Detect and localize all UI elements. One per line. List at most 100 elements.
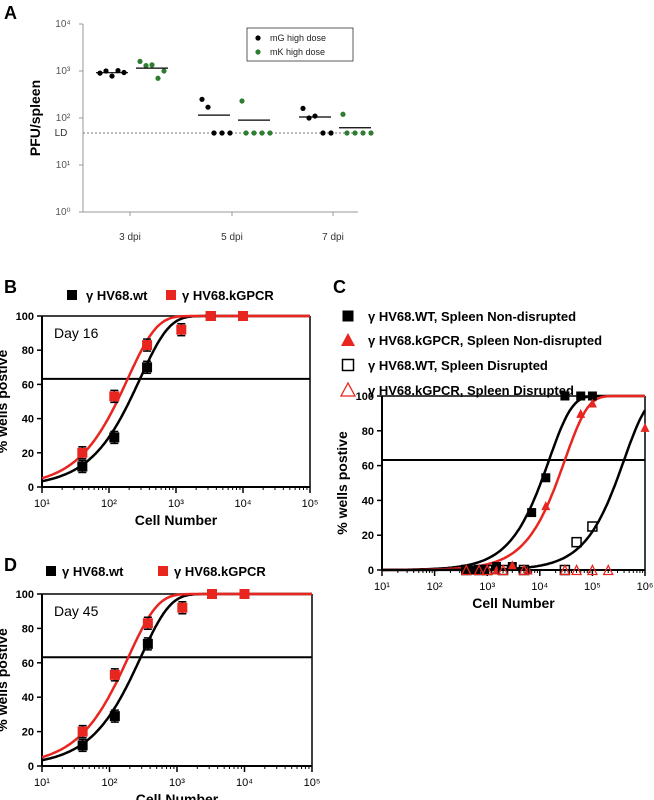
- y-tick-label: 80: [22, 623, 34, 635]
- data-point: [587, 521, 598, 532]
- data-point: [77, 447, 88, 458]
- panel-a-point: [109, 73, 115, 79]
- x-tick-label: 10⁵: [584, 581, 601, 593]
- legend-marker: [67, 290, 77, 300]
- panel-a-legend-marker: [255, 49, 261, 55]
- y-tick-label: 100: [16, 589, 34, 601]
- x-tick-label: 10⁵: [304, 777, 321, 789]
- y-tick-label: 0: [28, 761, 34, 773]
- legend-marker: [342, 310, 354, 322]
- panel-a-point: [352, 130, 358, 136]
- panel-a-y-tick-label: 10¹: [56, 160, 71, 171]
- panel-a-point: [219, 130, 225, 136]
- data-point: [527, 508, 537, 518]
- data-point: [239, 589, 250, 599]
- x-tick-label: 10⁴: [531, 581, 548, 593]
- panel-a-x-tick-label: 3 dpi: [119, 232, 141, 243]
- data-point: [109, 432, 120, 443]
- y-tick-label: 20: [22, 448, 34, 460]
- panel-a-point: [199, 96, 205, 102]
- panel-d: [37, 589, 313, 772]
- x-tick-label: 10¹: [34, 777, 50, 789]
- data-point: [559, 564, 571, 576]
- x-tick-label: 10⁴: [235, 498, 252, 510]
- x-tick-label: 10¹: [374, 581, 390, 593]
- data-point: [640, 422, 650, 432]
- legend-marker: [46, 566, 56, 576]
- x-axis-label: Cell Number: [136, 791, 219, 800]
- panel-a-legend-marker: [255, 35, 261, 41]
- panel-annotation: Day 16: [54, 325, 99, 341]
- x-tick-label: 10²: [102, 777, 118, 789]
- data-point: [142, 618, 153, 629]
- data-point: [541, 473, 551, 483]
- panel-a-point: [137, 58, 143, 65]
- data-point: [507, 560, 517, 570]
- panel-a-point: [155, 75, 161, 81]
- panel-a-point: [239, 98, 245, 104]
- x-axis-label: Cell Number: [135, 512, 218, 528]
- y-tick-label: 60: [362, 461, 374, 473]
- panel-a-point: [328, 130, 334, 136]
- y-tick-label: 80: [362, 426, 374, 438]
- data-point: [77, 740, 88, 751]
- panel-annotation: Day 45: [54, 603, 99, 619]
- panel-a-point: [205, 104, 211, 110]
- data-point: [77, 461, 88, 472]
- panel-a-point: [251, 130, 257, 136]
- panel-a-y-tick-label: 10²: [56, 113, 71, 124]
- data-point: [518, 564, 530, 576]
- panel-a-legend-label: mK high dose: [270, 47, 325, 57]
- x-tick-label: 10³: [169, 777, 185, 789]
- y-tick-label: 40: [362, 495, 374, 507]
- panel-b-label: B: [4, 277, 17, 297]
- data-point: [206, 589, 217, 599]
- panel-a-point: [149, 62, 155, 68]
- y-axis-label: % wells postive: [0, 350, 10, 454]
- panel-a-y-tick-label: 10³: [56, 66, 71, 77]
- legend-marker: [158, 566, 168, 576]
- y-tick-label: 80: [22, 345, 34, 357]
- panel-a-y-tick-label: 10⁰: [55, 207, 70, 218]
- legend-marker: [339, 381, 357, 397]
- y-tick-label: 40: [22, 692, 34, 704]
- y-tick-label: 0: [28, 482, 34, 494]
- data-point: [177, 602, 188, 613]
- data-point: [142, 362, 153, 373]
- legend-marker: [341, 358, 355, 372]
- data-point: [109, 711, 120, 722]
- data-point: [473, 564, 485, 576]
- panel-a-y-axis-label: PFU/spleen: [27, 80, 43, 156]
- data-point: [571, 564, 583, 576]
- panel-a-point: [211, 130, 217, 136]
- panel-a-point: [320, 130, 326, 136]
- panel-a-point: [360, 130, 366, 136]
- x-tick-label: 10¹: [34, 498, 50, 510]
- data-point: [471, 565, 481, 575]
- data-point: [460, 564, 472, 576]
- data-point: [576, 408, 586, 418]
- panel-a-legend-label: mG high dose: [270, 33, 326, 43]
- data-point: [205, 311, 216, 321]
- y-tick-label: 40: [22, 414, 34, 426]
- y-tick-label: 100: [356, 391, 374, 403]
- panel-a-point: [300, 105, 306, 112]
- x-tick-label: 10³: [479, 581, 495, 593]
- x-tick-label: 10²: [101, 498, 117, 510]
- data-point: [560, 391, 570, 401]
- legend-label: γ HV68.wt: [86, 288, 148, 303]
- y-tick-label: 60: [22, 379, 34, 391]
- data-point: [576, 391, 586, 401]
- panel-a-legend: [246, 27, 354, 62]
- data-point: [541, 501, 551, 511]
- data-point: [571, 536, 582, 548]
- fit-curve: [382, 409, 647, 572]
- panel-b: [37, 311, 311, 493]
- panel-c-label: C: [333, 277, 346, 297]
- panel-a-point: [227, 130, 233, 136]
- panel-a: [79, 23, 374, 216]
- panel-a-point: [259, 130, 265, 136]
- data-point: [77, 726, 88, 737]
- data-point: [142, 340, 153, 351]
